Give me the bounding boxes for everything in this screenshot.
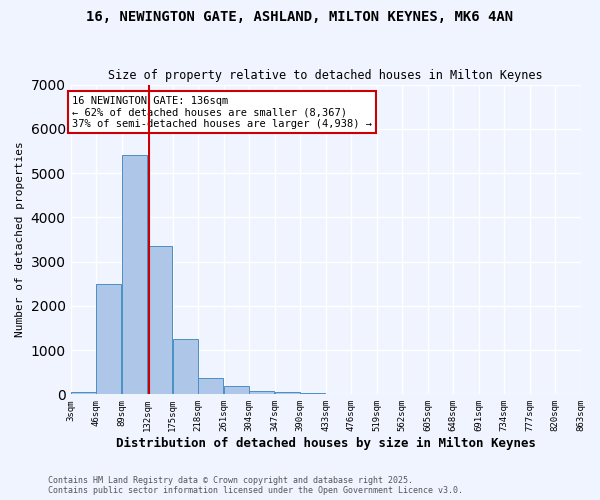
Bar: [173, 339, 198, 394]
Bar: [71, 392, 96, 394]
Text: Contains HM Land Registry data © Crown copyright and database right 2025.
Contai: Contains HM Land Registry data © Crown c…: [48, 476, 463, 495]
Bar: [250, 390, 274, 394]
Bar: [97, 284, 121, 395]
Text: 16, NEWINGTON GATE, ASHLAND, MILTON KEYNES, MK6 4AN: 16, NEWINGTON GATE, ASHLAND, MILTON KEYN…: [86, 10, 514, 24]
Bar: [148, 246, 172, 394]
Bar: [122, 156, 147, 394]
X-axis label: Distribution of detached houses by size in Milton Keynes: Distribution of detached houses by size …: [116, 437, 536, 450]
Bar: [199, 378, 223, 394]
Bar: [275, 392, 300, 394]
Text: 16 NEWINGTON GATE: 136sqm
← 62% of detached houses are smaller (8,367)
37% of se: 16 NEWINGTON GATE: 136sqm ← 62% of detac…: [72, 96, 372, 129]
Title: Size of property relative to detached houses in Milton Keynes: Size of property relative to detached ho…: [108, 69, 543, 82]
Y-axis label: Number of detached properties: Number of detached properties: [15, 142, 25, 338]
Bar: [301, 393, 325, 394]
Bar: [224, 386, 249, 394]
